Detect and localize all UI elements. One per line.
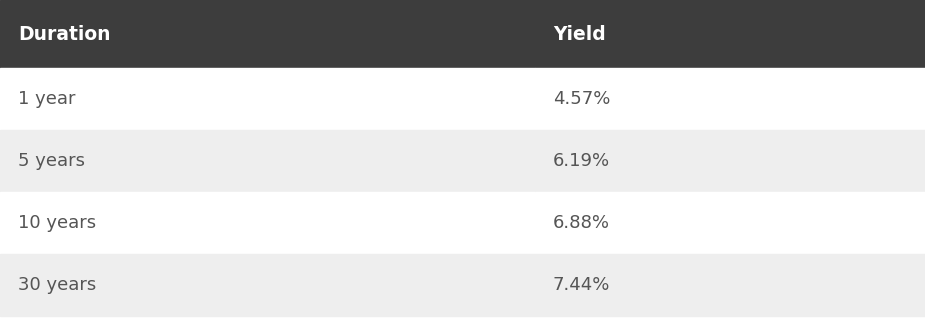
- Text: 4.57%: 4.57%: [553, 90, 610, 108]
- Text: 5 years: 5 years: [18, 152, 85, 170]
- Text: Duration: Duration: [18, 24, 110, 44]
- Bar: [0, 130, 535, 192]
- Bar: [0, 192, 535, 254]
- Text: 7.44%: 7.44%: [553, 276, 610, 294]
- Bar: [535, 68, 925, 130]
- Text: 6.19%: 6.19%: [553, 152, 610, 170]
- Bar: [535, 0, 925, 68]
- Bar: [0, 68, 535, 130]
- Bar: [0, 254, 535, 316]
- Text: 1 year: 1 year: [18, 90, 76, 108]
- Text: 6.88%: 6.88%: [553, 214, 610, 232]
- Text: 30 years: 30 years: [18, 276, 96, 294]
- Bar: [535, 192, 925, 254]
- Text: Yield: Yield: [553, 24, 606, 44]
- Text: 10 years: 10 years: [18, 214, 96, 232]
- Bar: [0, 0, 535, 68]
- Bar: [535, 254, 925, 316]
- Bar: [535, 130, 925, 192]
